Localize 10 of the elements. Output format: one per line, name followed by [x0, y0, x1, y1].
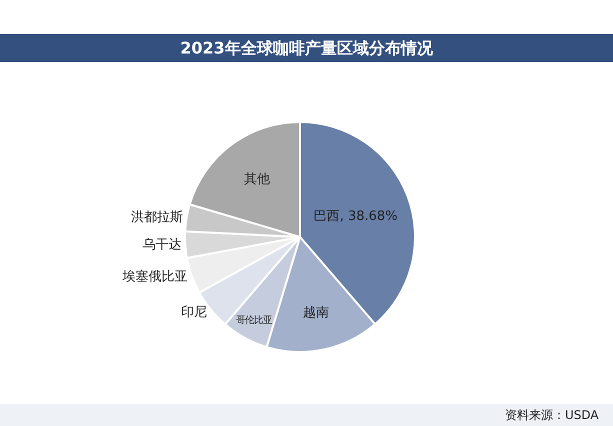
chart-title: 2023年全球咖啡产量区域分布情况: [180, 38, 434, 58]
slice-label: 洪都拉斯: [130, 210, 183, 226]
slice-label: 越南: [303, 305, 330, 320]
slice-label: 乌干达: [142, 237, 182, 252]
text: 资料来源：USDA: [505, 408, 600, 422]
slice-label: 印尼: [181, 305, 208, 320]
slice-label: 巴西, 38.68%: [314, 208, 398, 224]
slice-label: 哥伦比亚: [236, 315, 272, 326]
slice-label: 埃塞俄比亚: [122, 268, 188, 285]
slice-label: 其他: [244, 172, 270, 187]
